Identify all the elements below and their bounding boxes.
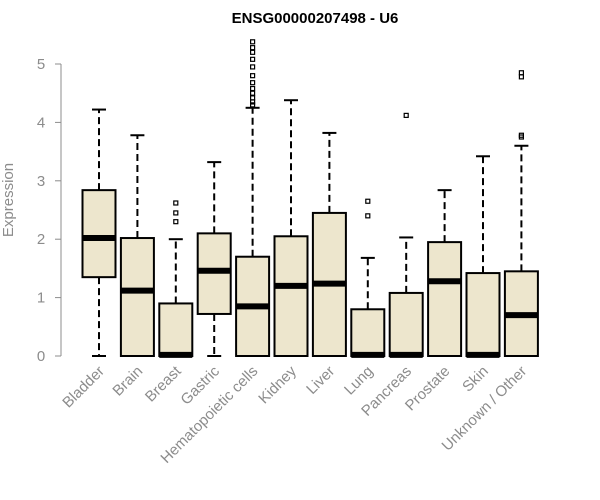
y-tick-label: 4 — [37, 114, 45, 131]
x-category-label: Skin — [459, 363, 492, 396]
outlier-point — [403, 112, 409, 118]
outlier-point — [250, 64, 256, 70]
y-axis-label: Expression — [0, 163, 17, 237]
box-rect — [350, 308, 386, 357]
box-rect — [81, 189, 117, 279]
box-group — [427, 189, 463, 357]
y-tick-label: 0 — [37, 348, 45, 365]
box-group — [503, 70, 539, 358]
box-rect — [465, 272, 501, 357]
outlier-point — [250, 102, 256, 108]
chart-title: ENSG00000207498 - U6 — [232, 10, 399, 27]
x-category-label: Lung — [341, 363, 377, 399]
x-category-label: Liver — [303, 363, 338, 398]
x-category-label: Bladder — [59, 363, 108, 412]
box-rect — [273, 235, 309, 357]
box-group — [158, 200, 194, 358]
outlier-point — [518, 74, 525, 80]
outlier-point — [250, 80, 256, 86]
outlier-point — [518, 70, 525, 76]
outlier-point — [365, 213, 371, 219]
outlier-point — [250, 45, 256, 51]
box-rect — [388, 291, 424, 358]
box-rect — [119, 237, 155, 357]
outlier-point — [250, 85, 256, 92]
outlier-point — [250, 95, 256, 101]
outlier-point — [250, 73, 256, 79]
box-group — [311, 131, 347, 357]
box-group — [273, 99, 309, 357]
outlier-point — [250, 49, 256, 55]
box-rect — [427, 241, 463, 357]
y-tick-label: 5 — [37, 56, 45, 73]
y-tick-label: 3 — [37, 173, 45, 190]
box-group — [196, 161, 232, 357]
outlier-point — [250, 90, 256, 96]
box-group — [119, 134, 155, 357]
plot-area — [81, 39, 539, 358]
box-group — [388, 112, 424, 358]
outlier-point — [173, 210, 179, 216]
x-category-label: Brain — [109, 363, 146, 400]
outlier-point — [250, 39, 256, 45]
outlier-point — [518, 132, 525, 138]
outlier-point — [365, 198, 371, 204]
box-group — [235, 39, 271, 357]
box-group — [350, 198, 386, 358]
y-tick-label: 2 — [37, 231, 45, 248]
box-group — [465, 155, 501, 358]
outlier-point — [250, 56, 256, 62]
x-category-label: Kidney — [255, 362, 300, 407]
outlier-point — [173, 219, 179, 225]
outlier-point — [250, 99, 256, 105]
y-tick-label: 1 — [37, 290, 45, 307]
outlier-point — [173, 200, 179, 206]
box-rect — [158, 302, 194, 358]
box-group — [81, 108, 117, 357]
